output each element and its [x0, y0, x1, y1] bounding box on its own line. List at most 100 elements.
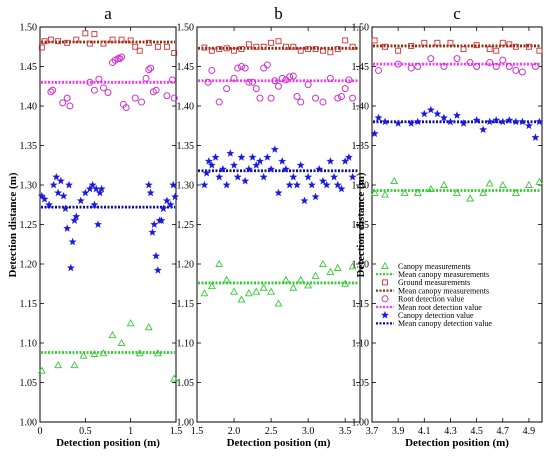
ground-measurement-point: [268, 39, 275, 46]
root-detection-point: [263, 61, 271, 69]
root-detection-point: [512, 66, 520, 74]
canopy-measurement-point: [453, 188, 461, 196]
ground-measurement-point: [163, 43, 170, 50]
legend-star-swatch: [380, 310, 390, 319]
canopy-detection-point: [289, 172, 298, 181]
canopy-measurement-point: [259, 283, 268, 291]
legend-label: Mean root detection value: [398, 303, 482, 312]
y-tick-label: 1.40: [177, 102, 195, 113]
canopy-detection-point: [49, 180, 58, 189]
x-tick-label: 2.0: [228, 426, 241, 437]
root-detection-point: [337, 93, 345, 101]
root-detection-point: [271, 77, 279, 85]
panel-title: c: [453, 4, 461, 23]
canopy-detection-point: [244, 164, 253, 173]
canopy-detection-point: [374, 113, 383, 122]
ground-measurement-point: [145, 39, 152, 46]
root-detection-point: [95, 75, 103, 83]
canopy-detection-point: [524, 121, 533, 130]
canopy-measurement-point: [37, 366, 46, 374]
canopy-measurement-point: [200, 289, 209, 297]
canopy-detection-point: [341, 157, 350, 165]
y-tick-label: 1.20: [352, 260, 370, 271]
canopy-detection-point: [518, 117, 527, 126]
ground-measurement-point: [371, 37, 378, 44]
legend-triangle-swatch: [381, 261, 389, 270]
canopy-detection-point: [157, 216, 166, 224]
ground-measurement-point: [64, 39, 71, 46]
x-tick-label: 4.7: [497, 426, 510, 437]
canopy-detection-point: [285, 180, 294, 189]
ground-measurement-point: [231, 47, 237, 54]
legend: Canopy measurements Mean canopy measureme…: [376, 262, 492, 328]
ground-measurement-point: [473, 42, 480, 49]
canopy-measurement-point: [252, 287, 261, 295]
ground-measurement-point: [38, 44, 45, 51]
root-detection-point: [118, 53, 126, 61]
ground-measurement-point: [536, 47, 543, 54]
legend-item: Mean canopy measurements: [376, 286, 489, 295]
ground-measurement-point: [512, 43, 519, 50]
root-detection-point: [278, 74, 286, 82]
root-detection-point: [249, 78, 257, 86]
canopy-detection-point: [433, 109, 442, 118]
canopy-detection-point: [370, 129, 379, 138]
canopy-measurement-point: [170, 374, 179, 382]
canopy-measurement-point: [230, 287, 239, 295]
canopy-measurement-point: [90, 349, 99, 358]
ground-measurement-point: [297, 47, 304, 54]
root-detection-point: [304, 81, 312, 89]
ground-measurement-point: [506, 41, 513, 48]
canopy-detection-point: [200, 180, 209, 189]
root-detection-point: [90, 86, 98, 94]
legend-label: Canopy measurements: [398, 262, 471, 271]
root-detection-point: [86, 78, 94, 86]
canopy-detection-point: [337, 184, 346, 193]
y-tick-label: 1.45: [20, 62, 38, 73]
canopy-detection-point: [218, 164, 227, 173]
canopy-detection-point: [300, 196, 309, 205]
canopy-measurement-point: [267, 287, 276, 295]
canopy-detection-point: [326, 157, 335, 165]
canopy-measurement-point: [281, 275, 290, 283]
y-tick-label: 1.45: [352, 62, 370, 73]
canopy-measurement-point: [222, 275, 231, 283]
y-tick-label: 1.10: [20, 339, 38, 350]
y-tick-label: 1.00: [352, 418, 370, 429]
canopy-detection-point: [94, 220, 103, 228]
ground-measurement-point: [342, 37, 349, 44]
ground-measurement-point: [434, 39, 441, 46]
y-tick-label: 1.40: [20, 102, 38, 113]
root-detection-point: [341, 85, 349, 93]
ground-measurement-point: [499, 39, 506, 46]
root-detection-point: [319, 98, 327, 106]
x-tick-label: 4.5: [470, 426, 483, 437]
canopy-detection-point: [95, 188, 104, 197]
root-detection-point: [215, 98, 223, 106]
x-tick-label: 3.9: [392, 426, 405, 437]
canopy-measurement-point: [326, 267, 335, 275]
x-tick-label: 1.5: [170, 426, 183, 437]
canopy-measurement-point: [135, 349, 144, 357]
canopy-measurement-point: [390, 176, 399, 185]
panel-title: b: [274, 4, 283, 23]
canopy-measurement-point: [333, 263, 342, 271]
root-detection-point: [114, 55, 122, 63]
x-axis-label: Detection position (m): [227, 437, 331, 449]
root-detection-point: [223, 85, 231, 93]
root-detection-point: [245, 78, 253, 86]
canopy-detection-point: [52, 172, 61, 181]
canopy-detection-point: [407, 119, 416, 127]
canopy-detection-point: [304, 172, 313, 181]
root-detection-point: [440, 63, 448, 70]
root-detection-point: [453, 55, 461, 63]
ground-measurement-point: [132, 43, 139, 50]
root-detection-point: [326, 74, 334, 82]
canopy-detection-point: [90, 200, 99, 209]
x-tick-label: 3.7: [366, 426, 379, 437]
root-detection-point: [204, 78, 212, 86]
canopy-detection-point: [204, 157, 213, 165]
root-detection-point: [394, 60, 402, 68]
canopy-detection-point: [59, 191, 68, 200]
x-tick-label: 1: [128, 426, 133, 437]
